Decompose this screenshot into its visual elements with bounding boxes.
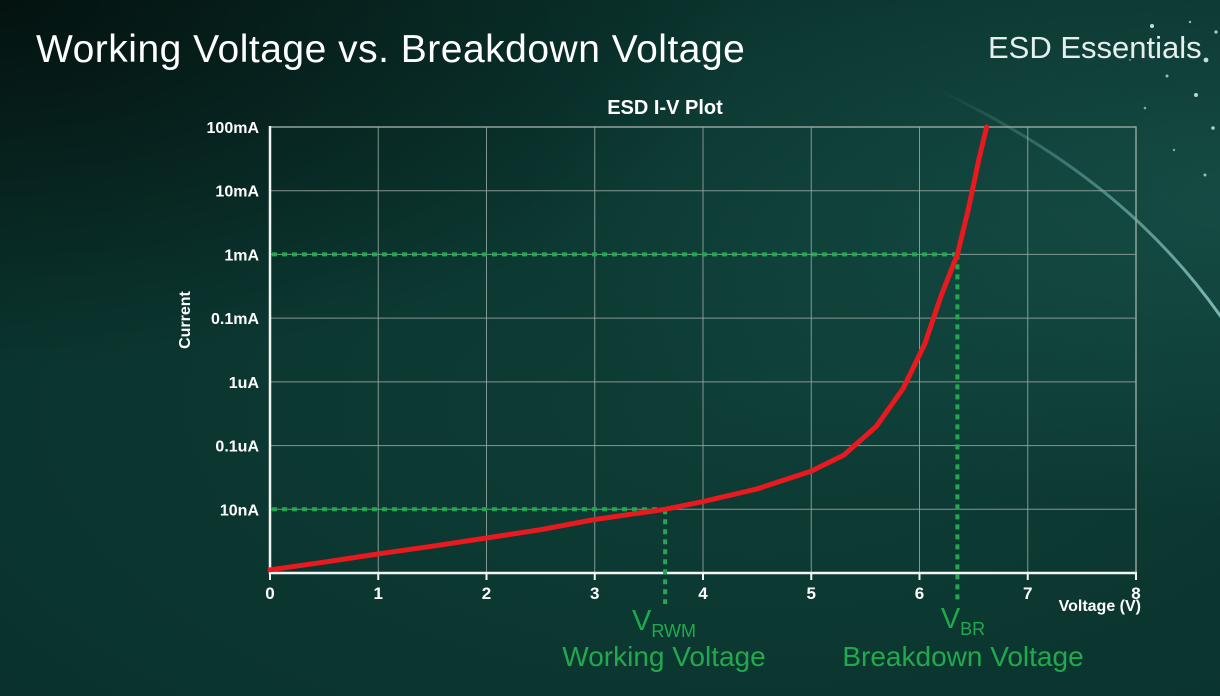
y-tick-label: 10nA (220, 502, 260, 519)
iv-curve (267, 124, 990, 573)
x-tick-label: 6 (915, 584, 924, 603)
x-axis-title: Voltage (V) (1058, 598, 1141, 615)
vrwm-symbol: V (631, 605, 652, 637)
breakdown-voltage-caption: Breakdown Voltage (842, 641, 1084, 672)
y-tick-label: 1mA (224, 247, 259, 264)
x-tick-label: 8 (1131, 584, 1140, 603)
y-tick-label: 10mA (215, 184, 259, 201)
y-tick-label: 1uA (229, 375, 260, 392)
y-tick-label: 100mA (207, 120, 260, 137)
x-tick-label: 7 (1023, 584, 1032, 603)
x-tick-label: 5 (807, 584, 816, 603)
brand-text: ESD Essentials (988, 30, 1202, 65)
vbr-label: VBR (941, 603, 985, 640)
y-tick-label: 0.1mA (211, 311, 259, 328)
working-voltage-caption: Working Voltage (562, 641, 766, 672)
vrwm-label: VRWM (632, 605, 696, 642)
sparkle-dots (1129, 20, 1218, 177)
x-tick-label: 2 (482, 584, 491, 603)
page-title: Working Voltage vs. Breakdown Voltage (36, 28, 746, 71)
chart-title: ESD I-V Plot (607, 97, 723, 119)
x-tick-label: 1 (374, 584, 383, 603)
x-tick-label: 0 (265, 584, 274, 603)
x-tick-label: 4 (698, 584, 708, 603)
x-tick-label: 3 (590, 584, 599, 603)
vbr-symbol: V (940, 603, 961, 635)
y-tick-label: 0.1uA (215, 439, 259, 456)
swoosh-curve (937, 88, 1220, 319)
vbr-symbol-sub: BR (960, 618, 986, 639)
vrwm-symbol-sub: RWM (651, 620, 697, 641)
